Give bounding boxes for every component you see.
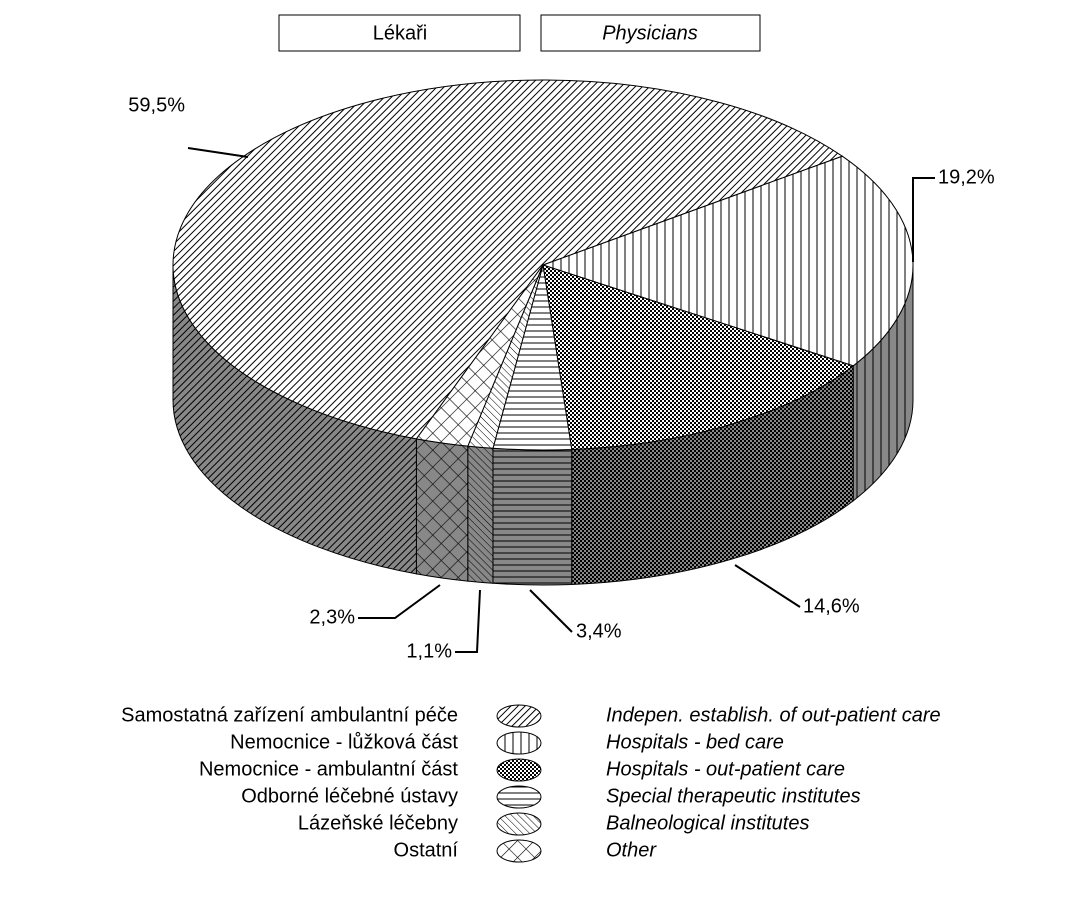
legend-label-en: Hospitals - bed care (606, 731, 784, 753)
pie-slice (542, 264, 855, 450)
leader-line (358, 584, 441, 619)
leader-line (529, 589, 573, 633)
legend-swatch (496, 839, 542, 863)
legend-swatch (496, 785, 542, 809)
legend-swatch (496, 758, 542, 782)
legend-label-en: Other (606, 839, 657, 861)
legend-label: Odborné léčebné ústavy (241, 785, 458, 807)
data-label: 3,4% (576, 620, 622, 642)
legend-label: Nemocnice - lůžková část (230, 731, 458, 753)
data-label: 14,6% (803, 595, 860, 617)
pie-side (492, 447, 573, 586)
pie-side (467, 445, 494, 584)
pie-side (415, 438, 469, 582)
legend-swatch (496, 812, 542, 836)
legend-label: Nemocnice - ambulantní část (199, 758, 458, 780)
leader-line (734, 564, 801, 608)
chart-title: Lékaři (373, 22, 427, 44)
leader-line (187, 147, 249, 158)
legend-label: Samostatná zařízení ambulantní péče (121, 704, 458, 726)
legend-label-en: Hospitals - out-patient care (606, 758, 845, 780)
data-label: 1,1% (406, 640, 452, 662)
chart-title-en: Physicians (602, 22, 698, 44)
data-label: 19,2% (938, 166, 995, 188)
title-box (540, 14, 761, 52)
data-label: 2,3% (309, 606, 355, 628)
legend-label: Lázeňské léčebny (298, 812, 458, 834)
legend-label-en: Indepen. establish. of out-patient care (606, 704, 941, 726)
legend-label-en: Balneological institutes (606, 812, 809, 834)
leader-line (455, 589, 481, 653)
data-label: 59,5% (128, 94, 185, 116)
leader-line (912, 177, 935, 262)
title-box (278, 14, 521, 52)
legend-swatch (496, 731, 542, 755)
pie-slice (415, 264, 544, 447)
legend-label-en: Special therapeutic institutes (606, 785, 861, 807)
legend-swatch (496, 704, 542, 728)
legend-label: Ostatní (394, 839, 459, 861)
pie-slice (172, 79, 844, 440)
